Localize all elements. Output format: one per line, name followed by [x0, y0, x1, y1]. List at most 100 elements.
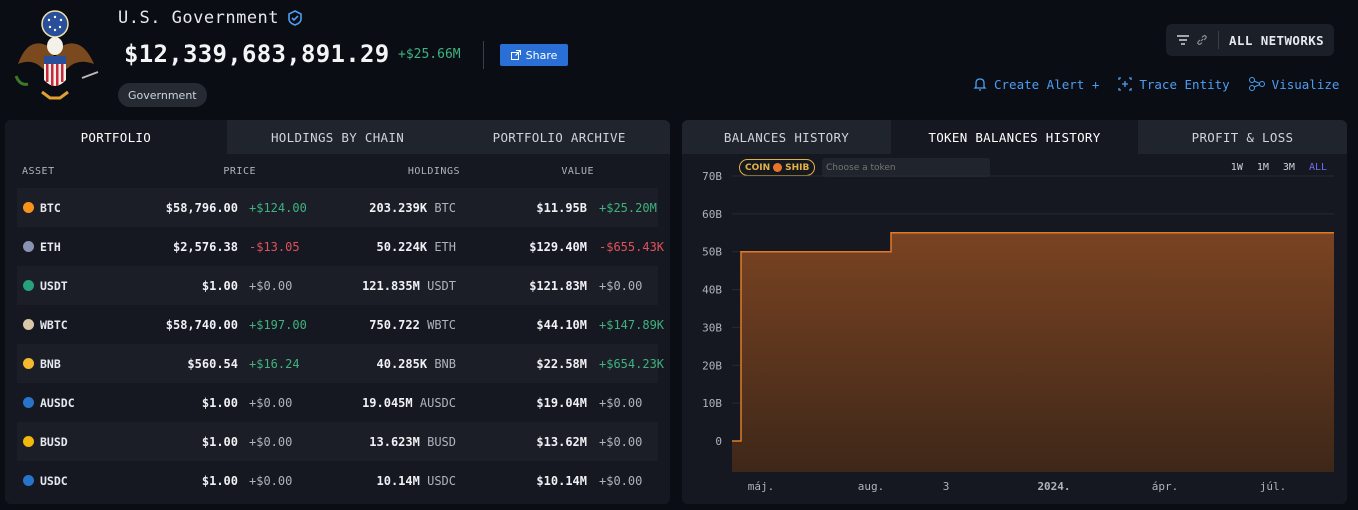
value-change-cell: +$25.20M: [599, 200, 657, 215]
network-filter-button[interactable]: ALL NETWORKS: [1166, 24, 1334, 56]
value-change-cell: +$654.23K: [599, 356, 665, 371]
value-cell: $13.62M: [536, 434, 587, 449]
range-all[interactable]: ALL: [1308, 162, 1327, 173]
network-filter-divider: [1218, 31, 1219, 49]
y-tick-label: 20B: [702, 359, 722, 372]
price-change-cell: +$197.00: [249, 317, 307, 332]
holdings-unit: WBTC: [427, 317, 456, 332]
price-change-cell: +$0.00: [249, 473, 293, 488]
total-balance: $12,339,683,891.29: [124, 40, 390, 68]
bnb-icon: [23, 358, 34, 369]
entity-seal-logo: [14, 10, 99, 100]
asset-cell[interactable]: USDC: [17, 474, 123, 488]
ausdc-icon: [23, 397, 34, 408]
price-change-cell: +$0.00: [249, 434, 293, 449]
portfolio-table-body: BTC $58,796.00 +$124.00 203.239K BTC $11.95B…: [5, 188, 670, 500]
entity-type-tag[interactable]: Government: [118, 83, 207, 107]
table-row[interactable]: WBTC $58,740.00 +$197.00 750.722 WBTC $44.10…: [17, 305, 664, 344]
price-cell: $58,796.00: [165, 200, 238, 215]
column-header-value[interactable]: VALUE: [561, 165, 594, 177]
value-cell: $129.40M: [529, 239, 587, 254]
filter-icon: [1177, 35, 1189, 45]
x-tick-label: júl.: [1260, 480, 1287, 493]
entity-actions: Create Alert + Trace Entity Visualize: [972, 76, 1339, 92]
holdings-amount: 40.285K: [376, 356, 428, 371]
tab-token-balances-history[interactable]: TOKEN BALANCES HISTORY: [891, 120, 1138, 154]
table-row[interactable]: USDC $1.00 +$0.00 10.14M USDC $10.14M +$0.00: [17, 461, 658, 500]
value-cell: $121.83M: [529, 278, 587, 293]
price-change-cell: +$0.00: [249, 395, 293, 410]
price-change-cell: +$0.00: [249, 278, 293, 293]
tab-holdings-by-chain[interactable]: HOLDINGS BY CHAIN: [270, 129, 405, 145]
value-change-cell: +$0.00: [599, 278, 643, 293]
share-label: Share: [525, 48, 558, 62]
table-row[interactable]: BUSD $1.00 +$0.00 13.623M BUSD $13.62M +$0.00: [17, 422, 658, 461]
tab-portfolio-archive[interactable]: PORTFOLIO ARCHIVE: [492, 129, 626, 145]
header-divider: [483, 41, 484, 69]
value-cell: $44.10M: [536, 317, 587, 332]
value-change-cell: +$0.00: [599, 395, 643, 410]
network-filter-label: ALL NETWORKS: [1229, 32, 1325, 48]
share-button[interactable]: Share: [500, 44, 568, 66]
holdings-cell: 13.623M BUSD: [313, 435, 456, 449]
entity-name-text: U.S. Government: [118, 8, 280, 28]
portfolio-tabs: PORTFOLIO HOLDINGS BY CHAIN PORTFOLIO AR…: [5, 120, 670, 154]
table-row[interactable]: ETH $2,576.38 -$13.05 50.224K ETH $129.40M -$…: [17, 227, 664, 266]
visualize-label: Visualize: [1271, 76, 1340, 92]
tab-balances-history[interactable]: BALANCES HISTORY: [723, 129, 850, 145]
asset-symbol: USDC: [40, 473, 68, 488]
x-tick-label: ápr.: [1152, 480, 1179, 493]
create-alert-button[interactable]: Create Alert +: [972, 76, 1099, 92]
tab-portfolio[interactable]: PORTFOLIO: [5, 120, 227, 154]
holdings-unit: BTC: [434, 200, 456, 215]
asset-cell[interactable]: ETH: [17, 240, 123, 254]
visualize-button[interactable]: Visualize: [1248, 76, 1340, 92]
table-row[interactable]: BTC $58,796.00 +$124.00 203.239K BTC $11.95B…: [17, 188, 658, 227]
tab-profit-loss[interactable]: PROFIT & LOSS: [1191, 129, 1294, 145]
asset-symbol: WBTC: [40, 317, 68, 332]
asset-cell[interactable]: BTC: [17, 201, 123, 215]
asset-symbol: USDT: [40, 278, 68, 293]
column-header-asset[interactable]: ASSET: [22, 165, 55, 177]
trace-entity-button[interactable]: Trace Entity: [1117, 76, 1230, 92]
holdings-cell: 750.722 WBTC: [313, 318, 456, 332]
value-cell: $22.58M: [536, 356, 587, 371]
asset-cell[interactable]: USDT: [17, 279, 123, 293]
price-cell: $58,740.00: [165, 317, 238, 332]
column-header-holdings[interactable]: HOLDINGS: [407, 165, 460, 177]
holdings-amount: 203.239K: [369, 200, 428, 215]
value-cell: $11.95B: [536, 200, 587, 215]
table-row[interactable]: AUSDC $1.00 +$0.00 19.045M AUSDC $19.04M +$0.…: [17, 383, 658, 422]
holdings-cell: 10.14M USDC: [313, 474, 457, 488]
x-tick-label: máj.: [748, 480, 775, 493]
asset-cell[interactable]: WBTC: [17, 318, 123, 332]
eth-icon: [23, 241, 34, 252]
price-cell: $1.00: [201, 473, 238, 488]
value-cell: $19.04M: [536, 395, 587, 410]
token-search-input[interactable]: [822, 158, 990, 177]
price-cell: $1.00: [201, 434, 238, 449]
range-1m[interactable]: 1M: [1256, 162, 1269, 173]
asset-cell[interactable]: BNB: [17, 357, 123, 371]
asset-cell[interactable]: BUSD: [17, 435, 123, 449]
y-tick-label: 50B: [702, 246, 722, 259]
asset-cell[interactable]: AUSDC: [17, 396, 123, 410]
holdings-amount: 50.224K: [376, 239, 428, 254]
price-cell: $1.00: [201, 395, 238, 410]
price-cell: $2,576.38: [172, 239, 238, 254]
column-header-price[interactable]: PRICE: [223, 165, 256, 177]
token-balance-chart[interactable]: 0 10B 20B 30B 40B 50B 60B 70B máj. aug. 3 2024. ápr…: [682, 170, 1347, 504]
chart-toolbar: COIN SHIB 1W 1M 3M ALL: [682, 158, 1347, 180]
table-row[interactable]: BNB $560.54 +$16.24 40.285K BNB $22.58M +$654…: [17, 344, 664, 383]
range-3m[interactable]: 3M: [1282, 162, 1295, 173]
portfolio-panel: PORTFOLIO HOLDINGS BY CHAIN PORTFOLIO AR…: [5, 120, 670, 504]
table-row[interactable]: USDT $1.00 +$0.00 121.835M USDT $121.83M +$0.…: [17, 266, 658, 305]
holdings-unit: BNB: [434, 356, 456, 371]
holdings-amount: 19.045M: [362, 395, 413, 410]
range-1w[interactable]: 1W: [1230, 162, 1243, 173]
trace-entity-label: Trace Entity: [1139, 76, 1230, 92]
asset-symbol: AUSDC: [40, 395, 75, 410]
y-tick-label: 10B: [702, 397, 722, 410]
value-cell: $10.14M: [536, 473, 587, 488]
history-tabs: BALANCES HISTORY TOKEN BALANCES HISTORY …: [682, 120, 1347, 154]
